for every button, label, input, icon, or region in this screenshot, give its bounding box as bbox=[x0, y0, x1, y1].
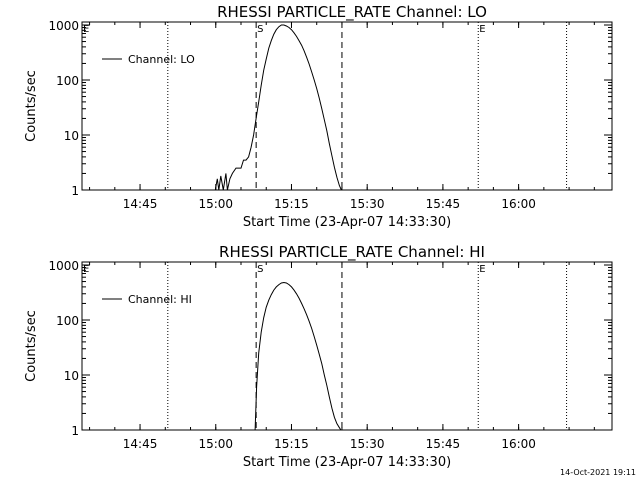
y-tick-label: 10 bbox=[64, 369, 79, 383]
chart-title: RHESSI PARTICLE_RATE Channel: LO bbox=[217, 3, 487, 22]
x-tick-label: 15:45 bbox=[426, 437, 461, 451]
legend: Channel: LO bbox=[102, 53, 195, 66]
y-tick-label: 1 bbox=[71, 184, 79, 198]
y-tick-label: 1000 bbox=[48, 259, 79, 273]
marker-label: S bbox=[257, 264, 263, 275]
series-group bbox=[254, 281, 342, 431]
x-tick-label: 15:30 bbox=[350, 437, 385, 451]
legend: Channel: HI bbox=[102, 293, 192, 306]
series-group bbox=[214, 24, 342, 191]
x-tick-label: 15:15 bbox=[274, 437, 309, 451]
marker-label: E bbox=[83, 24, 89, 35]
y-tick-label: 100 bbox=[56, 74, 79, 88]
x-tick-label: 15:15 bbox=[274, 197, 309, 211]
y-tick-label: 10 bbox=[64, 129, 79, 143]
x-axis-label: Start Time (23-Apr-07 14:33:30) bbox=[243, 215, 451, 230]
marker-label: S bbox=[257, 24, 263, 35]
x-tick-label: 15:00 bbox=[198, 437, 233, 451]
x-tick-label: 15:45 bbox=[426, 197, 461, 211]
y-axis: 1 10 100 1000 bbox=[48, 19, 612, 198]
legend-label: Channel: LO bbox=[128, 53, 195, 66]
chart-title: RHESSI PARTICLE_RATE Channel: HI bbox=[219, 243, 485, 262]
marker-label: E bbox=[83, 264, 89, 275]
x-tick-label: 16:00 bbox=[501, 197, 536, 211]
x-axis: 14:45 15:00 15:15 15:30 15:45 16:00 bbox=[89, 262, 595, 451]
marker-label: E bbox=[479, 264, 485, 275]
x-tick-label: 15:30 bbox=[350, 197, 385, 211]
y-axis-label: Counts/sec bbox=[24, 310, 39, 382]
x-tick-label: 16:00 bbox=[501, 437, 536, 451]
x-tick-label: 14:45 bbox=[123, 437, 158, 451]
legend-label: Channel: HI bbox=[128, 293, 192, 306]
plot-frame bbox=[81, 21, 613, 191]
series-line bbox=[254, 281, 342, 431]
y-tick-label: 100 bbox=[56, 314, 79, 328]
y-axis: 1 10 100 1000 bbox=[48, 259, 612, 438]
x-tick-label: 15:00 bbox=[198, 197, 233, 211]
x-axis: 14:45 15:00 15:15 15:30 15:45 16:00 bbox=[89, 22, 595, 211]
y-tick-label: 1000 bbox=[48, 19, 79, 33]
marker-label: E bbox=[479, 24, 485, 35]
chart-panel-lo: RHESSI PARTICLE_RATE Channel: LO 14:45 15… bbox=[24, 3, 613, 230]
y-axis-label: Counts/sec bbox=[24, 70, 39, 142]
y-tick-label: 1 bbox=[71, 424, 79, 438]
footer-timestamp: 14-Oct-2021 19:11 bbox=[560, 468, 636, 477]
plot-frame bbox=[81, 261, 613, 431]
chart-panel-hi: RHESSI PARTICLE_RATE Channel: HI 14:45 15… bbox=[24, 243, 613, 470]
x-tick-label: 14:45 bbox=[123, 197, 158, 211]
series-line bbox=[214, 24, 342, 191]
x-axis-label: Start Time (23-Apr-07 14:33:30) bbox=[243, 455, 451, 470]
